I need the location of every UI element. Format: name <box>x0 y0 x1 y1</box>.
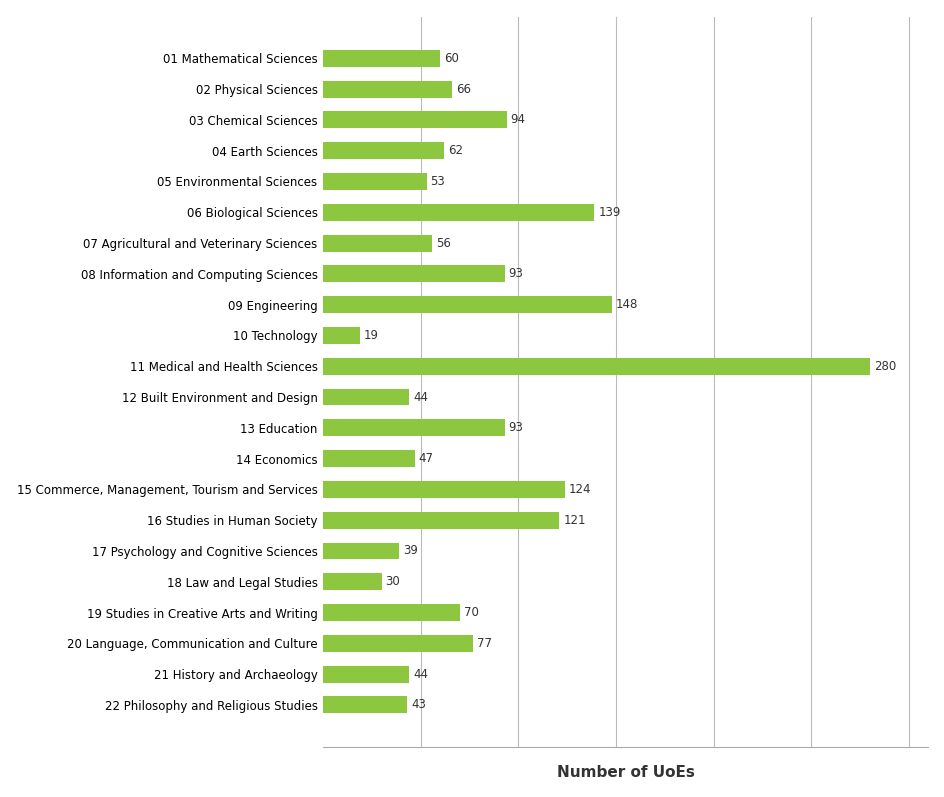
Bar <box>323 234 432 252</box>
Bar <box>323 327 360 344</box>
Text: 44: 44 <box>413 391 428 403</box>
Bar <box>323 50 440 67</box>
Bar <box>323 173 426 190</box>
Bar <box>323 665 409 682</box>
Bar <box>323 604 460 621</box>
Text: 43: 43 <box>411 698 426 712</box>
Text: 139: 139 <box>598 206 620 218</box>
Text: 77: 77 <box>477 637 492 650</box>
Text: 93: 93 <box>508 267 523 281</box>
Text: 280: 280 <box>873 359 895 373</box>
Text: 30: 30 <box>385 575 400 588</box>
Bar <box>323 358 868 375</box>
Bar <box>323 697 407 713</box>
Bar <box>323 481 565 498</box>
Text: 70: 70 <box>464 606 478 619</box>
Bar <box>323 265 504 282</box>
Text: 53: 53 <box>430 175 445 188</box>
Text: 121: 121 <box>563 514 585 527</box>
Bar <box>323 80 451 97</box>
Bar <box>323 204 594 221</box>
Bar <box>323 635 473 652</box>
Bar <box>323 450 414 467</box>
X-axis label: Number of UoEs: Number of UoEs <box>556 765 694 780</box>
Bar <box>323 573 381 591</box>
Text: 62: 62 <box>447 144 463 157</box>
Text: 93: 93 <box>508 422 523 434</box>
Bar <box>323 543 398 559</box>
Text: 39: 39 <box>403 544 417 557</box>
Bar <box>323 512 559 528</box>
Text: 148: 148 <box>615 298 637 311</box>
Bar <box>323 419 504 436</box>
Text: 66: 66 <box>455 83 470 96</box>
Text: 94: 94 <box>510 113 525 127</box>
Text: 47: 47 <box>418 452 433 465</box>
Bar <box>323 112 506 128</box>
Text: 124: 124 <box>568 483 591 496</box>
Text: 60: 60 <box>444 52 459 65</box>
Text: 44: 44 <box>413 668 428 681</box>
Bar <box>323 296 612 313</box>
Bar <box>323 389 409 406</box>
Text: 19: 19 <box>363 329 379 342</box>
Bar <box>323 142 444 159</box>
Text: 56: 56 <box>436 237 450 249</box>
